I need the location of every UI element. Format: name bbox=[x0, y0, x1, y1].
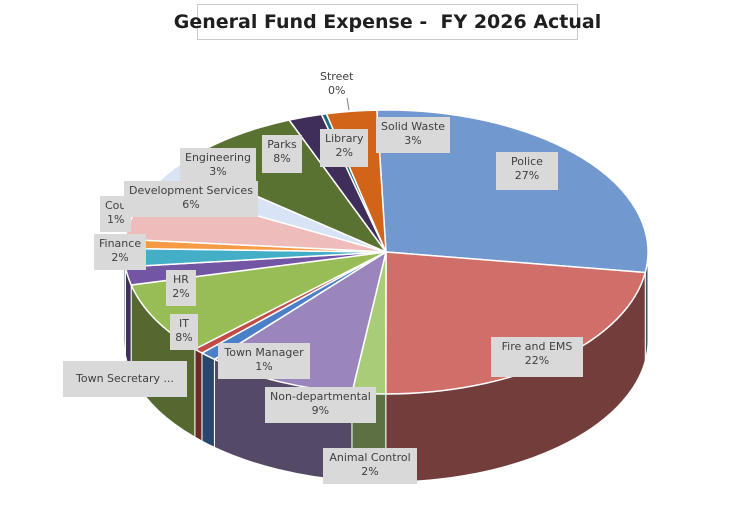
data-label-development-services: Development Services 6% bbox=[124, 181, 258, 217]
street-leader-line bbox=[346, 97, 350, 111]
slice-side-town-manager bbox=[201, 352, 215, 449]
data-label-non-departmental: Non-departmental 9% bbox=[265, 387, 376, 423]
data-label-name: Parks bbox=[267, 138, 297, 151]
data-label-percent: 8% bbox=[175, 331, 193, 344]
data-label-percent: 2% bbox=[111, 251, 129, 264]
data-label-parks: Parks 8% bbox=[262, 135, 302, 173]
data-label-percent: 1% bbox=[255, 360, 273, 373]
data-label-hr: HR 2% bbox=[166, 270, 196, 306]
data-label-percent: 0% bbox=[327, 84, 346, 97]
data-label-it: IT 8% bbox=[170, 314, 198, 350]
data-label-percent: 8% bbox=[273, 152, 291, 165]
data-label-town-manager: Town Manager 1% bbox=[218, 343, 310, 379]
data-label-solid-waste: Solid Waste 3% bbox=[376, 117, 451, 153]
data-label-name: Library bbox=[325, 132, 364, 145]
data-label-name: Cou bbox=[105, 199, 127, 212]
data-label-name: Engineering bbox=[185, 151, 251, 164]
data-label-name: Solid Waste bbox=[381, 120, 446, 133]
data-label-name: IT bbox=[179, 317, 189, 330]
data-label-name: Non-departmental bbox=[270, 390, 371, 403]
data-label-percent: 2% bbox=[361, 465, 379, 478]
data-label-percent: 2% bbox=[335, 146, 353, 159]
data-label-name: Town Manager bbox=[224, 346, 304, 359]
data-label-percent: 2% bbox=[172, 287, 190, 300]
data-label-engineering: Engineering 3% bbox=[180, 148, 256, 184]
data-label-town-secretary-: Town Secretary ... bbox=[63, 361, 187, 397]
data-label-percent: 1% bbox=[106, 213, 125, 226]
data-label-name: Town Secretary ... bbox=[76, 372, 174, 385]
data-label-name: Animal Control bbox=[329, 451, 411, 464]
data-label-percent: 22% bbox=[524, 354, 550, 367]
data-label-name: Fire and EMS bbox=[501, 340, 573, 353]
data-label-name: Street bbox=[320, 70, 354, 83]
data-label-fire-and-ems: Fire and EMS 22% bbox=[491, 337, 583, 377]
data-label-name: Finance bbox=[99, 237, 142, 250]
data-label-finance: Finance 2% bbox=[94, 234, 147, 270]
data-label-name: Police bbox=[511, 155, 543, 168]
data-label-percent: 9% bbox=[311, 404, 330, 417]
data-label-percent: 3% bbox=[209, 165, 227, 178]
data-label-percent: 6% bbox=[182, 198, 200, 211]
data-label-library: Library 2% bbox=[320, 129, 369, 167]
data-label-percent: 3% bbox=[404, 134, 422, 147]
data-label-percent: 27% bbox=[514, 169, 540, 182]
data-label-name: HR bbox=[173, 273, 189, 286]
data-label-animal-control: Animal Control 2% bbox=[323, 448, 417, 484]
data-label-street: Street 0% bbox=[315, 67, 358, 103]
data-label-name: Development Services bbox=[129, 184, 253, 197]
slice-side-town-secretary- bbox=[194, 348, 203, 442]
data-label-police: Police 27% bbox=[496, 152, 558, 190]
